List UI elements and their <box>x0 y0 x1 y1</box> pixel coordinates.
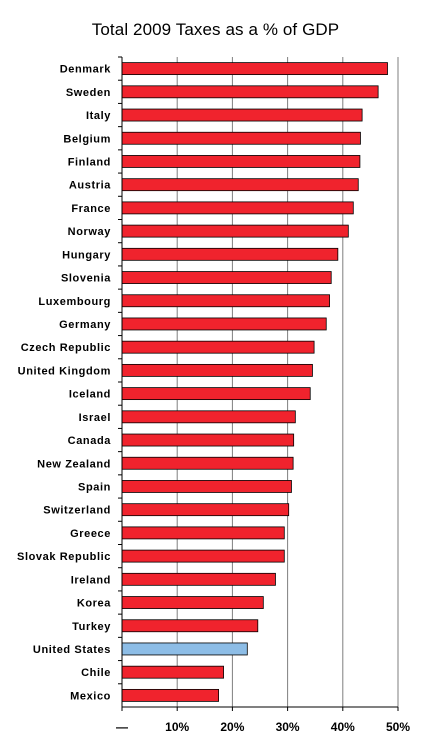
category-label: Germany <box>59 319 111 331</box>
bar-mexico <box>121 688 219 702</box>
category-label: Italy <box>86 110 111 122</box>
x-tick-label: 10% <box>165 720 189 734</box>
bar-slovak-republic <box>121 549 285 563</box>
bar-ireland <box>121 572 276 586</box>
gridlines <box>176 57 399 707</box>
bar-germany <box>121 317 327 331</box>
bar-luxembourg <box>121 294 330 308</box>
bar-canada <box>121 433 295 447</box>
bar-greece <box>121 526 285 540</box>
category-label: Norway <box>68 226 112 238</box>
category-label: Austria <box>69 180 111 192</box>
category-label: Denmark <box>60 64 112 76</box>
category-label: Slovak Republic <box>17 551 111 563</box>
bar-united-states <box>121 642 248 656</box>
bar-italy <box>121 108 363 122</box>
bar-belgium <box>121 131 361 145</box>
category-label: United Kingdom <box>18 365 111 377</box>
x-tick-label: — <box>116 720 128 734</box>
category-label: Korea <box>77 598 111 610</box>
x-tick-labels: — 10% 20% 30% 40% 50% <box>116 720 410 734</box>
bar-korea <box>121 596 264 609</box>
bar-denmark <box>121 62 388 76</box>
category-label: Sweden <box>66 87 111 99</box>
bars <box>121 62 388 702</box>
x-tick-label: 50% <box>386 720 410 734</box>
bar-finland <box>121 155 361 168</box>
category-label: Spain <box>78 481 111 493</box>
category-label: Slovenia <box>61 273 111 285</box>
bar-iceland <box>121 387 311 401</box>
bar-norway <box>121 224 349 238</box>
category-label: United States <box>33 644 111 656</box>
bar-spain <box>121 480 292 493</box>
category-label: Finland <box>68 156 111 168</box>
category-label: Chile <box>81 667 111 679</box>
x-tick-label: 20% <box>220 720 244 734</box>
bar-austria <box>121 178 359 192</box>
category-label: Israel <box>79 412 111 424</box>
x-tick-label: 30% <box>276 720 300 734</box>
bar-hungary <box>121 247 339 261</box>
bar-slovenia <box>121 271 332 284</box>
bar-france <box>121 201 354 215</box>
bar-new-zealand <box>121 456 294 470</box>
category-label: Luxembourg <box>38 296 111 308</box>
category-label: Iceland <box>69 389 111 401</box>
category-label: New Zealand <box>37 458 111 470</box>
category-label: Turkey <box>72 621 111 633</box>
bar-turkey <box>121 619 259 633</box>
category-label: Ireland <box>71 574 111 586</box>
bar-switzerland <box>121 503 290 517</box>
category-label: Mexico <box>70 690 111 702</box>
bar-chile <box>121 665 224 679</box>
bar-united-kingdom <box>121 363 313 377</box>
category-label: Czech Republic <box>21 342 111 354</box>
chart-title: Total 2009 Taxes as a % of GDP <box>91 20 340 39</box>
category-label: Hungary <box>62 249 111 261</box>
category-labels: Denmark Sweden Italy Belgium Finland Austria F… <box>17 64 111 703</box>
x-tick-label: 40% <box>331 720 355 734</box>
category-label: Belgium <box>63 133 111 145</box>
category-label: Switzerland <box>43 505 111 517</box>
axes <box>118 56 399 711</box>
bar-czech-republic <box>121 340 315 354</box>
category-label: Greece <box>70 528 111 540</box>
bar-israel <box>121 410 296 424</box>
bar-sweden <box>121 85 379 99</box>
category-label: France <box>71 203 111 215</box>
category-label: Canada <box>68 435 112 447</box>
